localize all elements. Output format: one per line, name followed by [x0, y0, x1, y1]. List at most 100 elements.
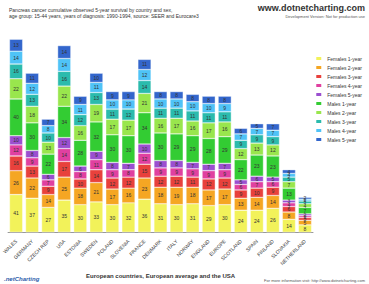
svg-text:7: 7 [127, 164, 130, 170]
svg-text:USA: USA [55, 238, 67, 250]
svg-text:8: 8 [31, 151, 34, 157]
svg-text:Females 1-year: Females 1-year [327, 56, 362, 62]
svg-text:29: 29 [206, 216, 212, 222]
svg-text:11: 11 [94, 162, 99, 168]
svg-text:12: 12 [29, 86, 35, 92]
svg-text:SLOVENIA: SLOVENIA [109, 238, 131, 260]
svg-text:10: 10 [77, 181, 83, 187]
svg-text:23: 23 [254, 163, 260, 169]
svg-text:SPAIN: SPAIN [244, 238, 259, 253]
svg-text:7: 7 [191, 163, 194, 169]
svg-text:14: 14 [286, 223, 292, 229]
svg-text:9: 9 [111, 93, 114, 99]
svg-text:Males 1-year: Males 1-year [327, 101, 356, 107]
svg-text:8: 8 [79, 172, 82, 178]
svg-text:16: 16 [190, 125, 196, 131]
svg-text:16: 16 [61, 76, 67, 82]
svg-text:14: 14 [270, 199, 276, 205]
svg-text:36: 36 [142, 213, 148, 219]
svg-text:8: 8 [191, 95, 194, 101]
svg-text:7: 7 [288, 182, 291, 188]
svg-text:32: 32 [94, 134, 100, 140]
svg-text:18: 18 [77, 193, 83, 199]
svg-text:14: 14 [61, 152, 67, 158]
svg-text:12: 12 [110, 181, 116, 187]
svg-text:12: 12 [126, 180, 132, 186]
svg-text:www.dotnetcharting.com: www.dotnetcharting.com [257, 3, 365, 13]
svg-text:11: 11 [206, 115, 211, 121]
svg-text:25: 25 [61, 186, 67, 192]
svg-text:11: 11 [158, 110, 163, 116]
svg-text:Females 2-year: Females 2-year [327, 65, 362, 71]
svg-text:33: 33 [94, 214, 100, 220]
svg-text:34: 34 [61, 119, 67, 125]
svg-text:28: 28 [77, 150, 83, 156]
svg-text:12: 12 [61, 140, 67, 146]
svg-text:29: 29 [190, 146, 196, 152]
svg-text:European countries, European a: European countries, European average and… [86, 273, 236, 279]
svg-text:30: 30 [77, 215, 83, 221]
svg-text:7: 7 [271, 130, 274, 136]
svg-text:12: 12 [206, 181, 212, 187]
svg-text:Females 3-year: Females 3-year [327, 74, 362, 80]
svg-text:7: 7 [239, 134, 242, 140]
svg-text:30: 30 [110, 215, 116, 221]
svg-text:12: 12 [270, 147, 276, 153]
svg-text:5: 5 [255, 123, 258, 129]
svg-text:7: 7 [255, 129, 258, 135]
svg-text:3: 3 [288, 198, 291, 204]
svg-text:31: 31 [190, 215, 196, 221]
svg-text:8: 8 [47, 126, 50, 132]
svg-text:13: 13 [45, 145, 51, 151]
svg-text:24: 24 [238, 218, 244, 224]
svg-text:17: 17 [174, 123, 180, 129]
svg-text:11: 11 [142, 61, 147, 67]
svg-text:7: 7 [207, 164, 210, 170]
svg-text:CZECH REP: CZECH REP [26, 238, 51, 263]
svg-text:9: 9 [111, 171, 114, 177]
svg-text:13: 13 [286, 191, 292, 197]
svg-text:16: 16 [13, 68, 19, 74]
svg-text:17: 17 [206, 128, 212, 134]
svg-text:SWEDEN: SWEDEN [79, 238, 99, 258]
svg-text:13: 13 [29, 169, 35, 175]
svg-text:30: 30 [158, 144, 164, 150]
svg-text:6: 6 [255, 176, 258, 182]
svg-text:22: 22 [13, 86, 19, 92]
svg-text:27: 27 [45, 217, 51, 223]
svg-text:29: 29 [222, 147, 228, 153]
svg-text:28: 28 [206, 148, 212, 154]
svg-text:23: 23 [270, 164, 276, 170]
svg-text:30: 30 [174, 215, 180, 221]
svg-text:8: 8 [175, 92, 178, 98]
svg-text:13: 13 [238, 201, 244, 207]
svg-text:5: 5 [239, 179, 242, 185]
svg-text:29: 29 [174, 144, 180, 150]
svg-text:14: 14 [45, 198, 51, 204]
svg-text:9: 9 [223, 105, 226, 111]
svg-text:17: 17 [126, 125, 132, 131]
svg-text:9: 9 [223, 171, 226, 177]
svg-text:10: 10 [190, 103, 196, 109]
svg-text:12: 12 [174, 179, 180, 185]
svg-text:.netCharting: .netCharting [4, 276, 40, 282]
svg-text:16: 16 [222, 126, 228, 132]
svg-text:10: 10 [110, 101, 116, 107]
svg-text:11: 11 [190, 179, 195, 185]
svg-text:30: 30 [126, 147, 132, 153]
svg-text:10: 10 [254, 190, 260, 196]
svg-text:17: 17 [222, 194, 228, 200]
svg-text:22: 22 [238, 167, 244, 173]
svg-text:16: 16 [126, 192, 132, 198]
svg-text:22: 22 [45, 161, 51, 167]
svg-text:6: 6 [239, 128, 242, 134]
svg-text:9: 9 [31, 159, 34, 165]
svg-text:14: 14 [13, 55, 19, 61]
svg-text:8: 8 [207, 97, 210, 103]
svg-text:Females 4-year: Females 4-year [327, 83, 362, 89]
svg-text:DENMARK: DENMARK [141, 238, 163, 260]
svg-text:26: 26 [270, 217, 276, 223]
svg-text:19: 19 [94, 110, 100, 116]
svg-text:30: 30 [222, 215, 228, 221]
svg-text:4: 4 [288, 169, 291, 175]
